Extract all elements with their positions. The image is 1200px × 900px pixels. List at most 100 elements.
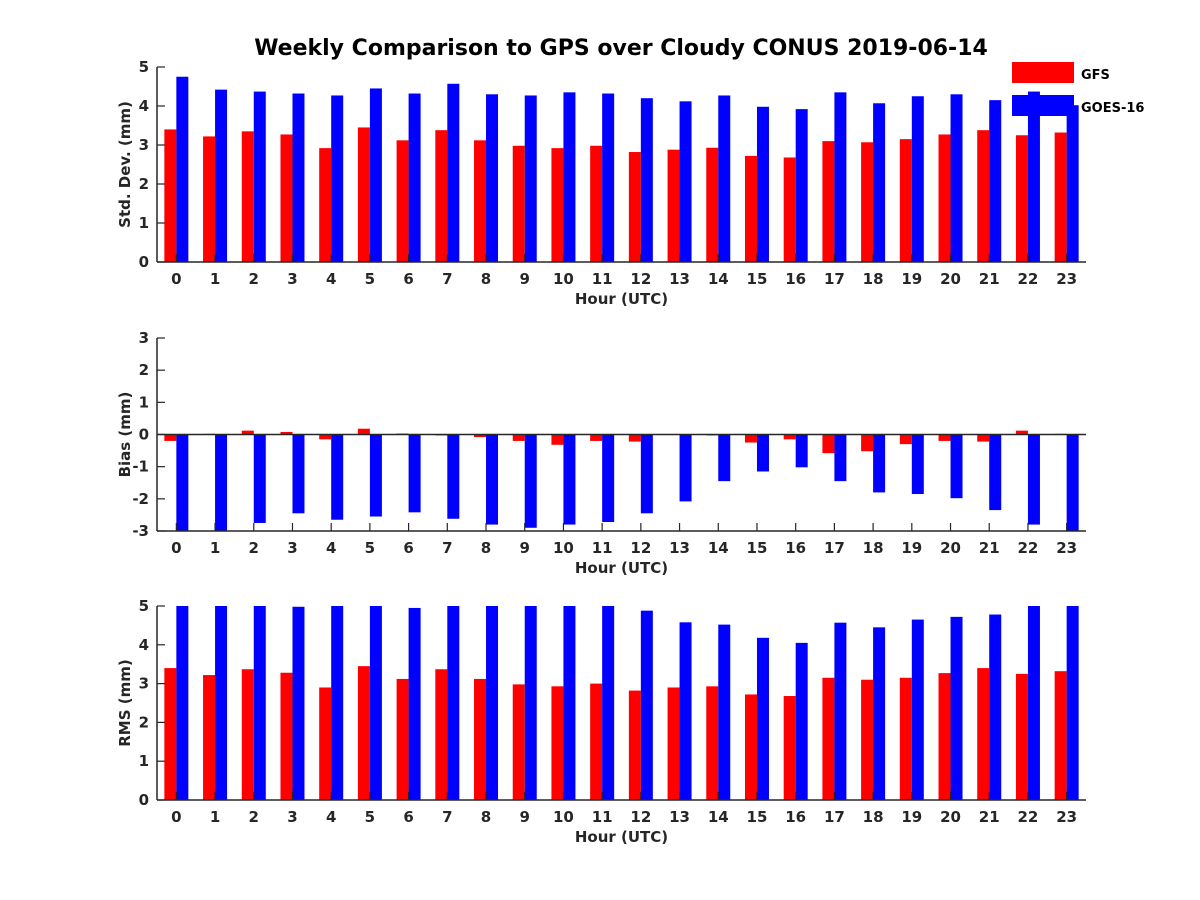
bar-gfs-hour-22 (1015, 430, 1028, 435)
bar-gfs-hour-5 (357, 666, 370, 800)
bar-goes-16-hour-6 (408, 607, 421, 800)
bar-gfs-hour-4 (319, 434, 332, 440)
bar-gfs-hour-13 (667, 687, 680, 800)
bar-goes-16-hour-16 (795, 434, 808, 468)
bar-goes-16-hour-21 (989, 100, 1002, 263)
x-tick-label: 5 (365, 539, 375, 557)
x-tick-label: 20 (940, 270, 961, 288)
x-tick-label: 7 (442, 539, 452, 557)
x-tick-label: 20 (940, 808, 961, 826)
bar-goes-16-hour-17 (834, 622, 847, 800)
bar-goes-16-hour-4 (331, 95, 344, 262)
x-tick-label: 19 (901, 808, 922, 826)
x-tick-label: 12 (630, 539, 651, 557)
bar-gfs-hour-11 (590, 683, 603, 800)
bar-goes-16-hour-13 (679, 101, 692, 262)
x-tick-label: 21 (979, 808, 1000, 826)
y-tick-label: -1 (132, 458, 149, 476)
bar-goes-16-hour-4 (331, 606, 344, 800)
y-axis-label: Std. Dev. (mm) (116, 101, 134, 228)
bar-goes-16-hour-4 (331, 434, 344, 520)
x-tick-label: 18 (863, 539, 884, 557)
bar-gfs-hour-15 (744, 694, 757, 800)
bar-gfs-hour-12 (628, 152, 641, 262)
bar-goes-16-hour-10 (563, 434, 576, 525)
bar-gfs-hour-9 (512, 434, 525, 441)
x-tick-label: 15 (747, 539, 768, 557)
bar-gfs-hour-1 (203, 136, 216, 262)
bar-gfs-hour-20 (938, 673, 951, 800)
bar-gfs-hour-5 (357, 428, 370, 435)
bar-goes-16-hour-14 (718, 624, 731, 800)
bar-goes-16-hour-15 (756, 106, 769, 262)
x-tick-label: 17 (824, 270, 845, 288)
x-tick-label: 2 (249, 539, 259, 557)
y-tick-label: 2 (139, 361, 149, 379)
x-tick-label: 6 (403, 808, 413, 826)
bar-goes-16-hour-3 (292, 93, 305, 263)
bar-gfs-hour-12 (628, 690, 641, 800)
bar-goes-16-hour-13 (679, 622, 692, 800)
x-tick-label: 16 (785, 270, 806, 288)
bar-gfs-hour-20 (938, 434, 951, 441)
x-tick-label: 12 (630, 808, 651, 826)
bar-goes-16-hour-1 (215, 606, 228, 800)
x-tick-label: 13 (669, 808, 690, 826)
x-tick-label: 16 (785, 808, 806, 826)
bar-gfs-hour-4 (319, 148, 332, 262)
bar-goes-16-hour-19 (911, 434, 924, 495)
bar-goes-16-hour-14 (718, 434, 731, 482)
x-tick-label: 6 (403, 539, 413, 557)
x-tick-label: 7 (442, 270, 452, 288)
x-tick-label: 20 (940, 539, 961, 557)
bar-goes-16-hour-10 (563, 606, 576, 800)
bar-goes-16-hour-9 (524, 95, 537, 262)
bar-goes-16-hour-22 (1027, 606, 1040, 800)
bar-goes-16-hour-8 (486, 606, 499, 800)
x-tick-label: 1 (210, 539, 220, 557)
x-tick-label: 8 (481, 270, 491, 288)
y-tick-label: 2 (139, 175, 149, 193)
x-tick-label: 18 (863, 808, 884, 826)
x-tick-label: 16 (785, 539, 806, 557)
bar-gfs-hour-7 (435, 669, 448, 800)
chart-legend: GFS GOES-16 (1012, 62, 1144, 116)
bar-goes-16-hour-15 (756, 637, 769, 800)
bar-gfs-hour-12 (628, 434, 641, 442)
bar-gfs-hour-0 (164, 434, 177, 441)
x-tick-label: 10 (553, 539, 574, 557)
bar-goes-16-hour-12 (640, 434, 653, 514)
x-tick-label: 0 (171, 270, 181, 288)
x-tick-label: 4 (326, 539, 336, 557)
bar-goes-16-hour-7 (447, 83, 460, 263)
bar-gfs-hour-15 (744, 434, 757, 443)
bar-gfs-hour-0 (164, 668, 177, 800)
bar-gfs-hour-14 (706, 147, 719, 262)
bar-goes-16-hour-21 (989, 434, 1002, 511)
x-tick-label: 17 (824, 539, 845, 557)
bar-gfs-hour-7 (435, 130, 448, 262)
bar-goes-16-hour-1 (215, 89, 228, 263)
x-tick-label: 11 (592, 270, 613, 288)
bar-goes-16-hour-19 (911, 96, 924, 262)
bar-goes-16-hour-20 (950, 434, 963, 499)
bar-gfs-hour-3 (280, 672, 293, 800)
bar-goes-16-hour-11 (602, 93, 615, 263)
bar-goes-16-hour-18 (873, 434, 886, 493)
bar-goes-16-hour-5 (369, 88, 382, 262)
y-tick-label: 0 (139, 426, 149, 444)
x-tick-label: 8 (481, 808, 491, 826)
y-tick-label: 2 (139, 713, 149, 731)
x-tick-label: 9 (520, 808, 530, 826)
bar-goes-16-hour-6 (408, 93, 421, 263)
x-tick-label: 17 (824, 808, 845, 826)
y-tick-label: 5 (139, 597, 149, 615)
bar-gfs-hour-17 (822, 434, 835, 454)
bar-gfs-hour-8 (474, 434, 487, 438)
bar-gfs-hour-17 (822, 677, 835, 800)
bar-gfs-hour-0 (164, 129, 177, 262)
y-axis-label: Bias (mm) (116, 392, 134, 478)
x-tick-label: 14 (708, 270, 729, 288)
